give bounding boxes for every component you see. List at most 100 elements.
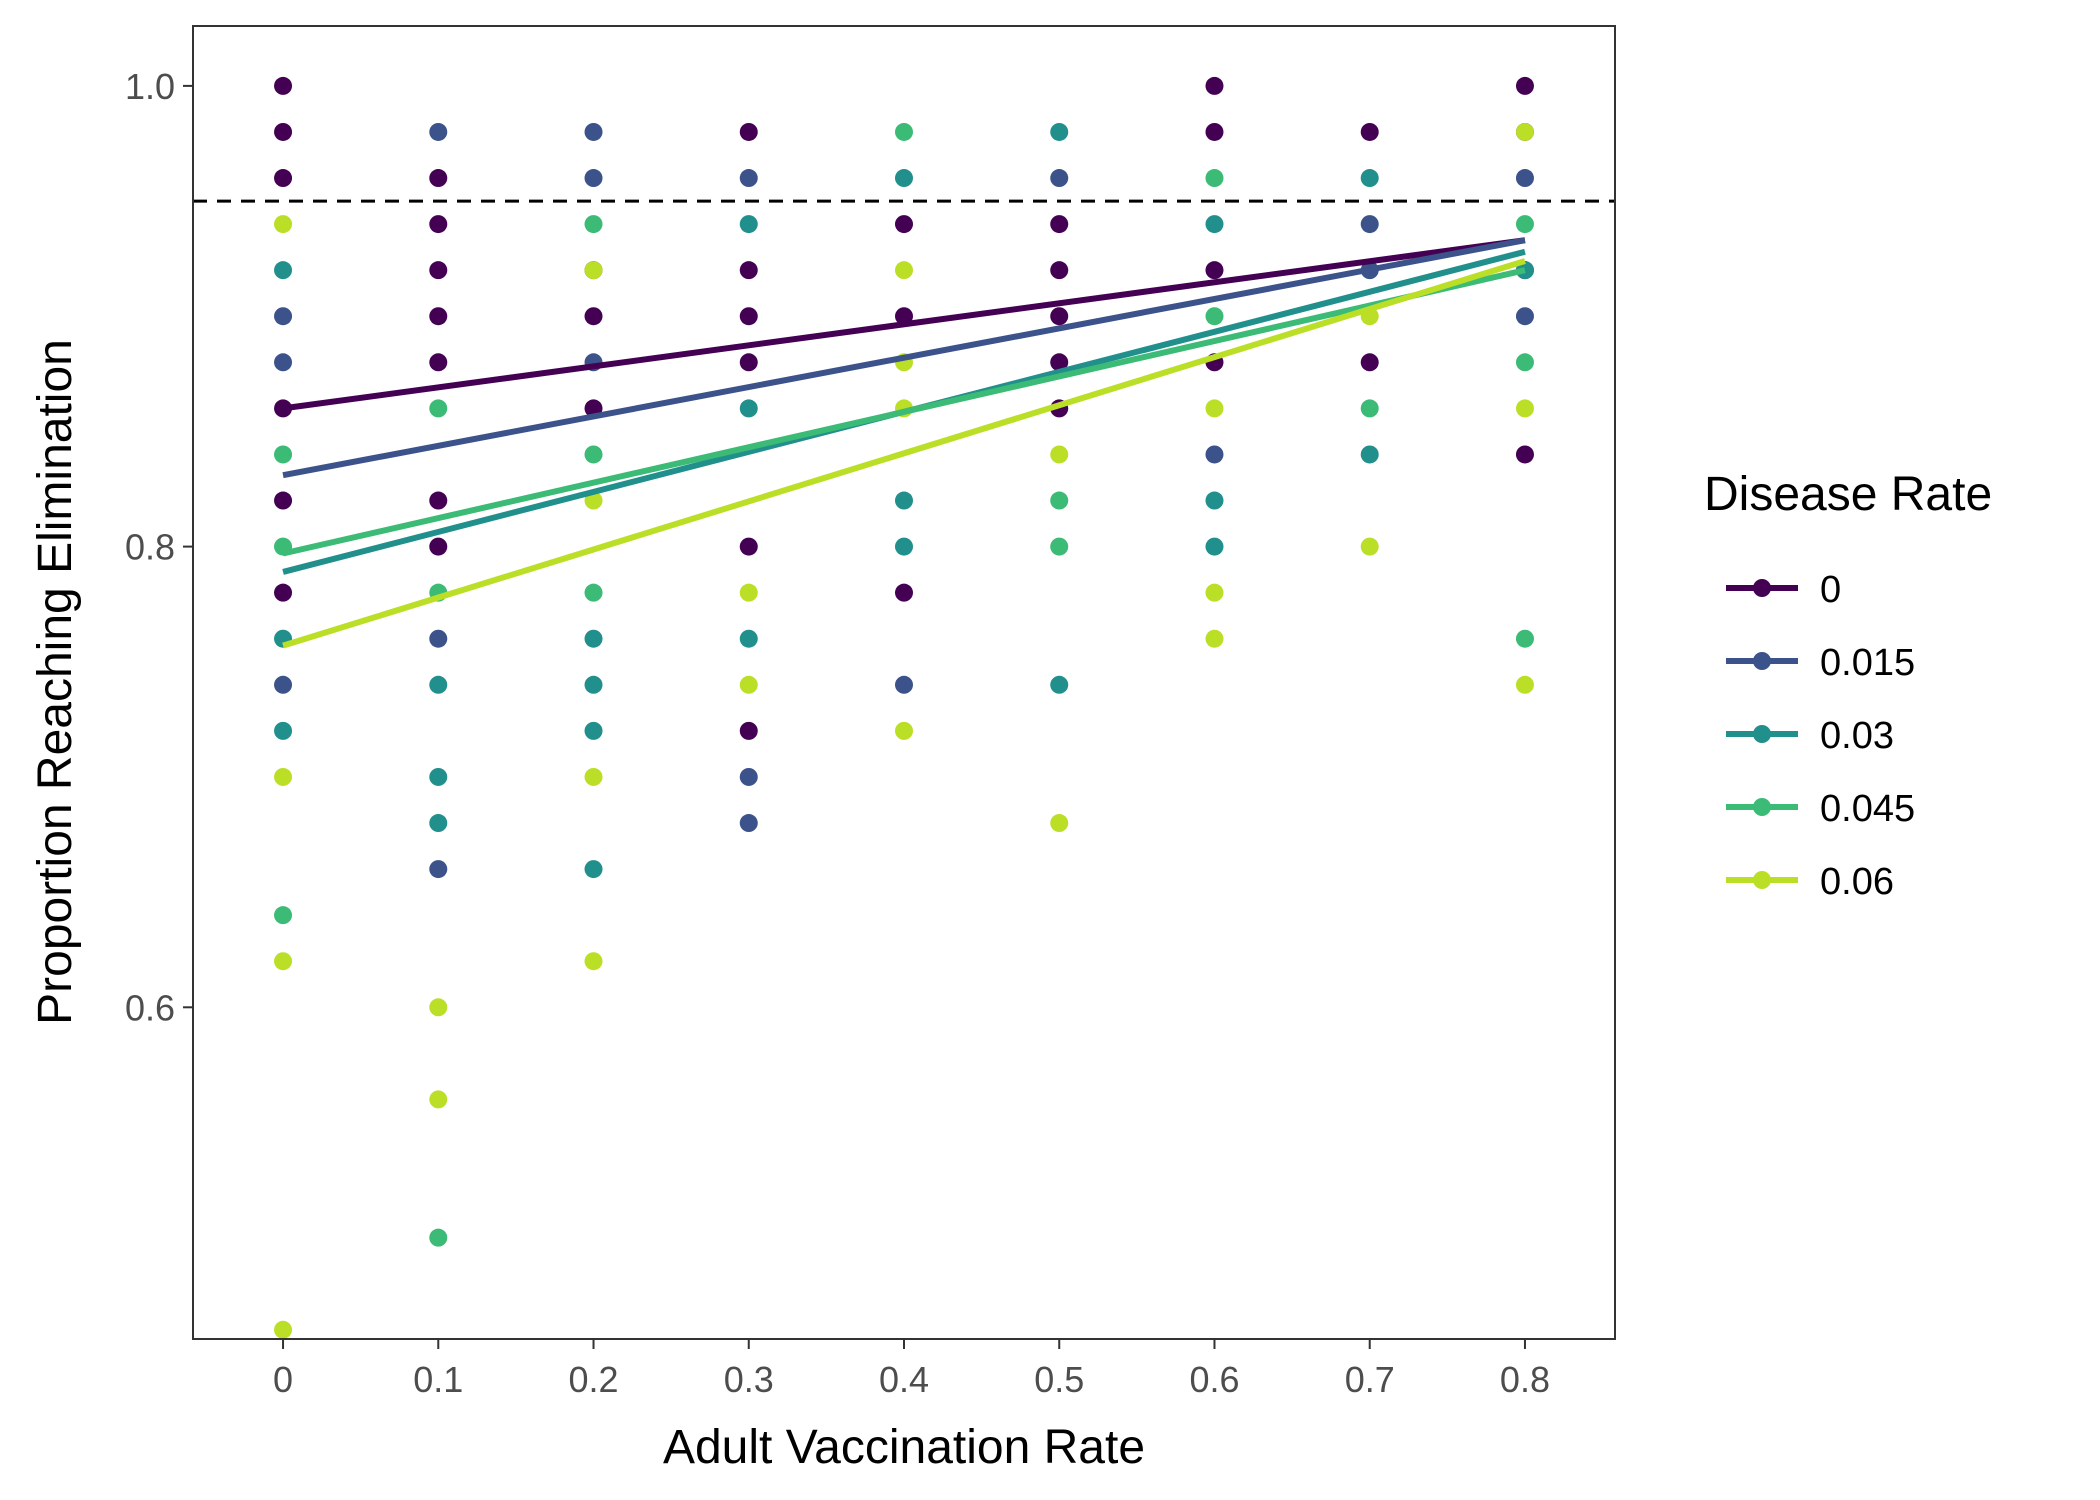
point-series-1-1 bbox=[274, 353, 293, 372]
point-series-4-17 bbox=[1050, 814, 1069, 833]
point-series-0-36 bbox=[1515, 76, 1534, 95]
x-tick-label-6: 0.6 bbox=[1189, 1359, 1239, 1400]
point-series-1-2 bbox=[274, 675, 293, 694]
point-series-3-12 bbox=[1205, 169, 1224, 188]
point-series-4-16 bbox=[1050, 445, 1069, 464]
point-series-0-9 bbox=[429, 307, 448, 326]
trend-line-4 bbox=[282, 258, 1526, 649]
point-series-1-6 bbox=[584, 122, 603, 141]
point-series-3-2 bbox=[274, 906, 293, 925]
point-series-0-2 bbox=[274, 169, 293, 188]
points-layer bbox=[274, 76, 1534, 1339]
point-series-4-18 bbox=[1205, 399, 1224, 418]
point-series-4-23 bbox=[1515, 122, 1534, 141]
y-tick-label-2: 1.0 bbox=[125, 66, 175, 107]
point-series-2-6 bbox=[584, 629, 603, 648]
y-axis: 0.6 0.8 1.0 bbox=[125, 66, 193, 1028]
point-series-4-12 bbox=[895, 261, 913, 280]
point-series-0-5 bbox=[274, 583, 293, 602]
x-axis-title: Adult Vaccination Rate bbox=[663, 1421, 1145, 1474]
point-series-1-4 bbox=[429, 629, 448, 648]
point-series-0-31 bbox=[1205, 122, 1224, 141]
y-axis-title: Proportion Reaching Elimination bbox=[29, 339, 82, 1025]
point-series-4-5 bbox=[429, 1090, 448, 1109]
legend-key-point-0 bbox=[1753, 579, 1771, 597]
point-series-3-11 bbox=[1050, 537, 1069, 556]
point-series-0-35 bbox=[1360, 353, 1379, 372]
point-series-4-20 bbox=[1205, 629, 1224, 648]
point-series-4-3 bbox=[274, 1320, 293, 1339]
point-series-3-0 bbox=[274, 445, 293, 464]
point-series-4-1 bbox=[274, 767, 293, 786]
legend-label-2: 0.03 bbox=[1820, 715, 1894, 757]
point-series-4-8 bbox=[584, 767, 603, 786]
point-series-0-16 bbox=[739, 122, 758, 141]
point-series-3-13 bbox=[1205, 307, 1224, 326]
point-series-4-4 bbox=[429, 998, 448, 1017]
legend-key-point-4 bbox=[1753, 871, 1771, 889]
point-series-3-17 bbox=[1515, 629, 1534, 648]
point-series-0-4 bbox=[274, 491, 293, 510]
x-tick-label-2: 0.2 bbox=[568, 1359, 618, 1400]
point-series-4-22 bbox=[1360, 537, 1379, 556]
point-series-2-10 bbox=[739, 215, 758, 234]
point-series-2-2 bbox=[274, 721, 293, 740]
point-series-0-26 bbox=[1050, 261, 1069, 280]
x-tick-label-3: 0.3 bbox=[724, 1359, 774, 1400]
point-series-3-3 bbox=[429, 399, 448, 418]
point-series-0-7 bbox=[429, 215, 448, 234]
point-series-0-14 bbox=[584, 307, 603, 326]
point-series-1-10 bbox=[739, 767, 758, 786]
point-series-1-9 bbox=[739, 169, 758, 188]
point-series-0-25 bbox=[1050, 215, 1069, 234]
point-series-2-4 bbox=[429, 767, 448, 786]
point-series-1-15 bbox=[1360, 215, 1379, 234]
point-series-0-0 bbox=[274, 76, 293, 95]
point-series-1-3 bbox=[429, 122, 448, 141]
point-series-4-9 bbox=[584, 952, 603, 971]
point-series-3-14 bbox=[1360, 399, 1379, 418]
x-axis: 0 0.1 0.2 0.3 0.4 0.5 0.6 0.7 0.8 bbox=[273, 1339, 1550, 1400]
x-tick-label-1: 0.1 bbox=[413, 1359, 463, 1400]
legend-label-1: 0.015 bbox=[1820, 642, 1915, 684]
legend-key-point-3 bbox=[1753, 798, 1771, 816]
point-series-2-11 bbox=[739, 399, 758, 418]
point-series-1-18 bbox=[1515, 307, 1534, 326]
legend-key-point-2 bbox=[1753, 725, 1771, 743]
point-series-0-6 bbox=[429, 169, 448, 188]
x-tick-label-0: 0 bbox=[273, 1359, 293, 1400]
point-series-0-19 bbox=[739, 353, 758, 372]
point-series-4-11 bbox=[739, 675, 758, 694]
point-series-1-14 bbox=[1205, 445, 1224, 464]
point-series-2-3 bbox=[429, 675, 448, 694]
point-series-1-0 bbox=[274, 307, 293, 326]
x-tick-label-8: 0.8 bbox=[1500, 1359, 1550, 1400]
point-series-3-5 bbox=[429, 1228, 448, 1247]
point-series-1-12 bbox=[895, 675, 913, 694]
point-series-0-1 bbox=[274, 122, 293, 141]
point-series-1-13 bbox=[1050, 169, 1069, 188]
point-series-0-11 bbox=[429, 491, 448, 510]
point-series-0-30 bbox=[1205, 76, 1224, 95]
point-series-0-24 bbox=[895, 583, 913, 602]
point-series-0-34 bbox=[1360, 122, 1379, 141]
point-series-2-7 bbox=[584, 675, 603, 694]
point-series-1-11 bbox=[739, 814, 758, 833]
point-series-4-0 bbox=[274, 215, 293, 234]
point-series-1-17 bbox=[1515, 169, 1534, 188]
legend-key-point-1 bbox=[1753, 652, 1771, 670]
point-series-4-6 bbox=[584, 261, 603, 280]
point-series-2-18 bbox=[1205, 215, 1224, 234]
point-series-2-13 bbox=[895, 169, 913, 188]
point-series-3-9 bbox=[895, 122, 913, 141]
point-series-0-27 bbox=[1050, 307, 1069, 326]
point-series-1-5 bbox=[429, 860, 448, 879]
legend-label-4: 0.06 bbox=[1820, 861, 1894, 903]
point-series-0-28 bbox=[1050, 353, 1069, 372]
point-series-4-24 bbox=[1515, 399, 1534, 418]
point-series-2-16 bbox=[1050, 122, 1069, 141]
point-series-2-19 bbox=[1205, 491, 1224, 510]
trend-line-1 bbox=[282, 237, 1526, 479]
point-series-0-21 bbox=[739, 721, 758, 740]
